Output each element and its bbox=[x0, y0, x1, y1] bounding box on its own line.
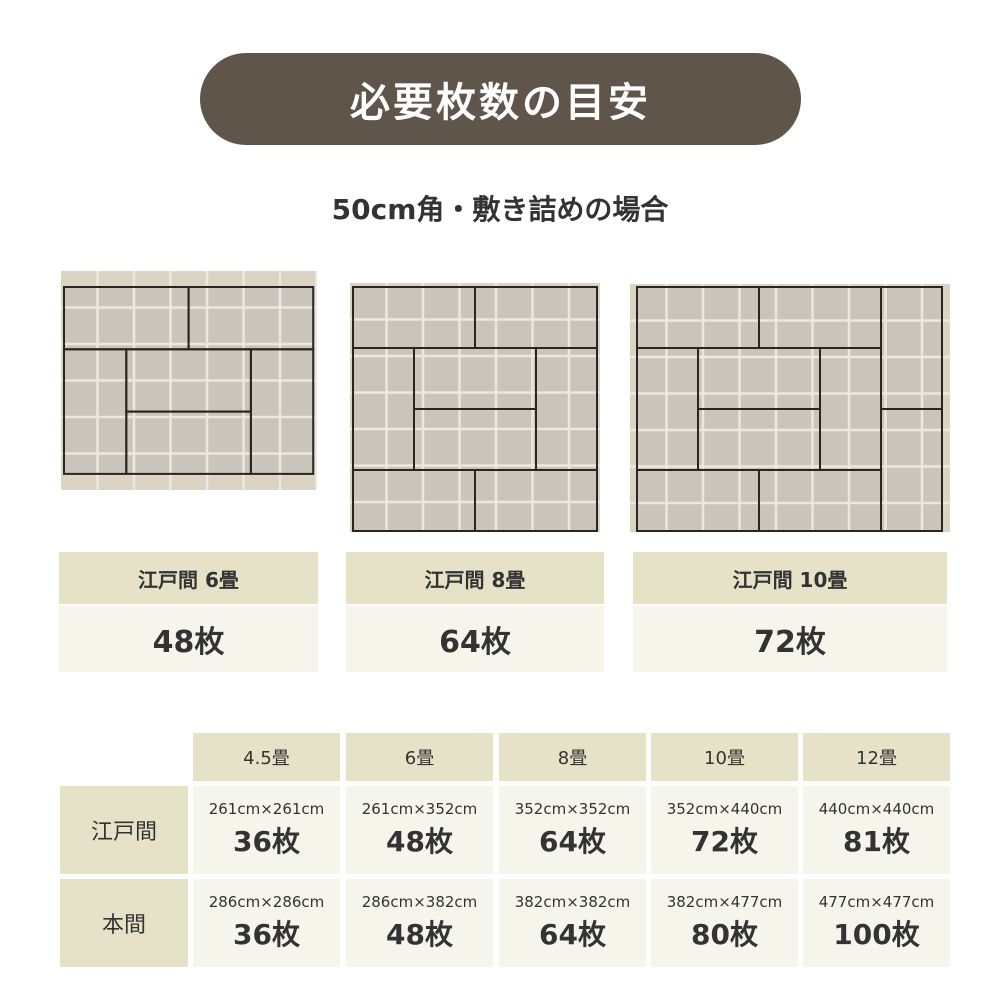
room-dimensions: 286cm×286cm bbox=[208, 893, 325, 911]
table-cell: 352cm×352cm 64枚 bbox=[499, 786, 646, 874]
tatami-mat bbox=[758, 469, 882, 532]
room-dimensions: 261cm×261cm bbox=[208, 800, 325, 818]
card-8-tatami: 江戸間 8畳 64枚 bbox=[346, 552, 604, 672]
layout-diagram-8-tatami bbox=[350, 283, 600, 532]
table-cell: 261cm×261cm 36枚 bbox=[193, 786, 340, 874]
column-header: 6畳 bbox=[346, 733, 493, 781]
room-dimensions: 477cm×477cm bbox=[818, 893, 935, 911]
layout-diagram-10-tatami bbox=[630, 284, 950, 532]
table-cell: 261cm×352cm 48枚 bbox=[346, 786, 493, 874]
card-count: 64枚 bbox=[346, 606, 604, 672]
row-header: 江戸間 bbox=[60, 786, 188, 874]
tatami-mat bbox=[249, 348, 315, 475]
tatami-mat bbox=[474, 469, 598, 532]
tile-count: 72枚 bbox=[691, 825, 758, 858]
tile-count: 100枚 bbox=[833, 918, 920, 951]
room-dimensions: 382cm×382cm bbox=[514, 893, 631, 911]
subtitle: 50cm角・敷き詰めの場合 bbox=[331, 193, 669, 226]
card-count: 72枚 bbox=[633, 606, 947, 672]
tile-count: 48枚 bbox=[386, 825, 453, 858]
tile-count: 36枚 bbox=[233, 918, 300, 951]
column-header: 12畳 bbox=[803, 733, 950, 781]
tile-count: 64枚 bbox=[539, 825, 606, 858]
table-cell: 382cm×477cm 80枚 bbox=[651, 879, 798, 967]
room-dimensions: 440cm×440cm bbox=[818, 800, 935, 818]
room-dimensions: 261cm×352cm bbox=[361, 800, 478, 818]
card-10-tatami: 江戸間 10畳 72枚 bbox=[633, 552, 947, 672]
card-count: 48枚 bbox=[59, 606, 318, 672]
column-header: 4.5畳 bbox=[193, 733, 340, 781]
column-header: 10畳 bbox=[651, 733, 798, 781]
room-dimensions: 352cm×352cm bbox=[514, 800, 631, 818]
table-cell: 440cm×440cm 81枚 bbox=[803, 786, 950, 874]
tile-count: 36枚 bbox=[233, 825, 300, 858]
room-dimensions: 286cm×382cm bbox=[361, 893, 478, 911]
table-cell: 286cm×382cm 48枚 bbox=[346, 879, 493, 967]
room-dimensions: 382cm×477cm bbox=[666, 893, 783, 911]
table-cell: 382cm×382cm 64枚 bbox=[499, 879, 646, 967]
room-dimensions: 352cm×440cm bbox=[666, 800, 783, 818]
layout-diagram-6-tatami bbox=[61, 271, 317, 490]
card-6-tatami: 江戸間 6畳 48枚 bbox=[59, 552, 318, 672]
table-cell: 286cm×286cm 36枚 bbox=[193, 879, 340, 967]
card-label: 江戸間 6畳 bbox=[59, 552, 318, 604]
card-label: 江戸間 10畳 bbox=[633, 552, 947, 604]
table-cell: 352cm×440cm 72枚 bbox=[651, 786, 798, 874]
tile-count: 64枚 bbox=[539, 918, 606, 951]
table-cell: 477cm×477cm 100枚 bbox=[803, 879, 950, 967]
tile-count: 81枚 bbox=[843, 825, 910, 858]
tile-count: 48枚 bbox=[386, 918, 453, 951]
tile-count: 80枚 bbox=[691, 918, 758, 951]
row-header: 本間 bbox=[60, 879, 188, 967]
card-label: 江戸間 8畳 bbox=[346, 552, 604, 604]
column-header: 8畳 bbox=[499, 733, 646, 781]
title-banner: 必要枚数の目安 bbox=[200, 53, 801, 145]
